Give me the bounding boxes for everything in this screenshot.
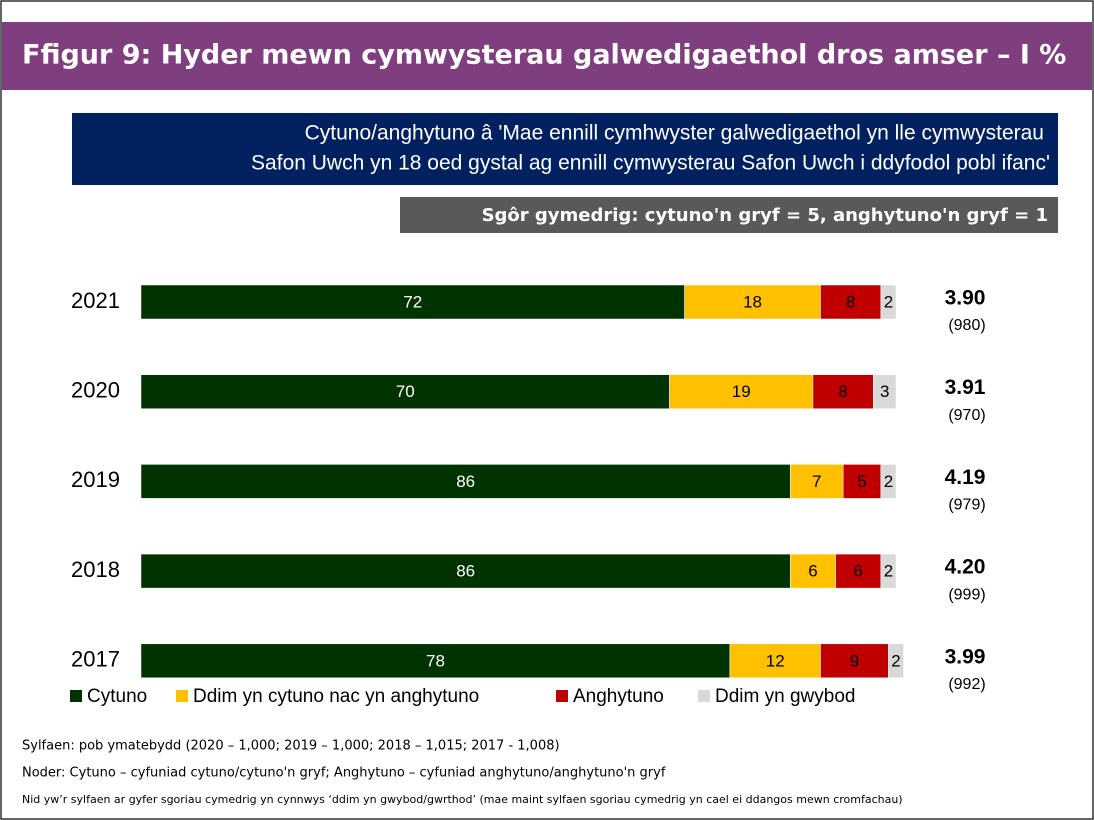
legend-label: Ddim yn cytuno nac yn anghytuno bbox=[193, 686, 479, 707]
data-label: 3 bbox=[880, 382, 889, 401]
subtitle: Cytuno/anghytuno â 'Mae ennill cymhwyste… bbox=[305, 122, 1044, 145]
bar-segment bbox=[140, 553, 791, 589]
y-tick-label: 2021 bbox=[71, 288, 120, 313]
bar-segment bbox=[820, 284, 882, 320]
data-label: 86 bbox=[456, 472, 475, 491]
legend-label: Cytuno bbox=[87, 686, 147, 707]
bar-segment bbox=[790, 553, 836, 589]
data-label: 7 bbox=[812, 472, 821, 491]
data-label: 8 bbox=[838, 382, 847, 401]
footnote: Sylfaen: pob ymatebydd (2020 – 1,000; 20… bbox=[22, 739, 560, 754]
data-label: 6 bbox=[808, 562, 817, 581]
bar-segment bbox=[140, 464, 791, 499]
data-label: 70 bbox=[396, 382, 415, 401]
legend-swatch bbox=[70, 690, 82, 702]
data-label: 12 bbox=[766, 651, 785, 670]
legend-swatch bbox=[556, 690, 568, 702]
base: (970) bbox=[948, 407, 985, 424]
title-bar bbox=[2, 22, 1092, 90]
data-label: 2 bbox=[884, 562, 893, 581]
bar-segment bbox=[669, 374, 814, 409]
mean-score: 4.19 bbox=[945, 466, 986, 489]
data-label: 8 bbox=[846, 292, 855, 311]
bar-segment bbox=[684, 284, 821, 320]
legend-swatch bbox=[698, 690, 710, 702]
bar-segment bbox=[842, 464, 882, 499]
y-tick-label: 2018 bbox=[71, 557, 120, 582]
base: (999) bbox=[948, 586, 985, 603]
footnote: Noder: Cytuno – cyfuniad cytuno/cytuno'n… bbox=[22, 766, 666, 781]
mean-score: 3.91 bbox=[945, 376, 986, 399]
data-label: 72 bbox=[403, 292, 422, 311]
data-label: 2 bbox=[891, 651, 900, 670]
base: (992) bbox=[948, 676, 985, 693]
data-label: 5 bbox=[857, 472, 866, 491]
score-note-box bbox=[400, 197, 1058, 233]
bar-segment bbox=[873, 374, 897, 409]
legend-label: Anghytuno bbox=[573, 686, 664, 707]
y-tick-label: 2017 bbox=[71, 647, 120, 672]
mean-score: 3.90 bbox=[945, 287, 986, 310]
bar-segment bbox=[880, 284, 897, 320]
score-note: Sgôr gymedrig: cytuno'n gryf = 5, anghyt… bbox=[482, 205, 1048, 226]
chart-title: Ffigur 9: Hyder mewn cymwysterau galwedi… bbox=[22, 40, 1066, 71]
data-label: 2 bbox=[884, 292, 893, 311]
mean-score: 3.99 bbox=[945, 645, 986, 668]
data-label: 2 bbox=[884, 472, 893, 491]
data-label: 86 bbox=[456, 562, 475, 581]
bar-segment bbox=[880, 464, 897, 499]
base: (979) bbox=[948, 497, 985, 514]
data-label: 19 bbox=[732, 382, 751, 401]
bar-segment bbox=[729, 643, 821, 679]
bar-segment bbox=[820, 643, 889, 679]
data-label: 18 bbox=[743, 292, 762, 311]
bar-segment bbox=[835, 553, 882, 589]
subtitle-box bbox=[72, 113, 1058, 185]
bar-segment bbox=[880, 553, 897, 589]
bar-segment bbox=[888, 643, 904, 679]
bar-segment bbox=[812, 374, 874, 409]
subtitle: Safon Uwch yn 18 oed gystal ag ennill cy… bbox=[251, 152, 1050, 175]
y-tick-label: 2019 bbox=[71, 467, 120, 492]
data-label: 6 bbox=[854, 562, 863, 581]
footnote: Nid yw’r sylfaen ar gyfer sgoriau cymedr… bbox=[22, 793, 903, 806]
base: (980) bbox=[948, 317, 985, 334]
data-label: 78 bbox=[426, 651, 445, 670]
bar-segment bbox=[140, 284, 685, 320]
mean-score: 4.20 bbox=[945, 556, 986, 579]
bar-segment bbox=[140, 643, 731, 679]
legend-swatch bbox=[176, 690, 188, 702]
y-tick-label: 2020 bbox=[71, 378, 120, 403]
data-label: 9 bbox=[850, 651, 859, 670]
bar-segment bbox=[140, 374, 670, 409]
legend-label: Ddim yn gwybod bbox=[715, 686, 855, 707]
bar-segment bbox=[790, 464, 844, 499]
